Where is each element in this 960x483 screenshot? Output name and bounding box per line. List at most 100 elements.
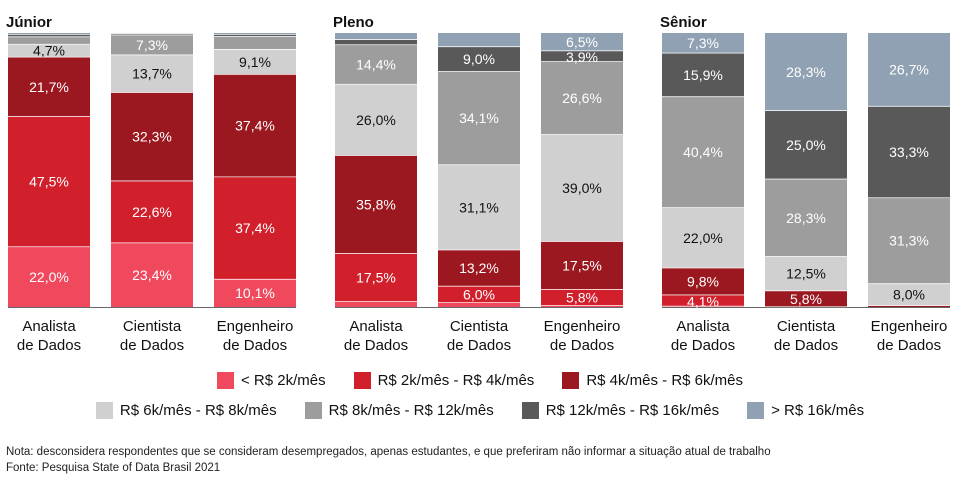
legend-swatch xyxy=(747,402,765,419)
data-label: 26,7% xyxy=(889,62,929,78)
bar-segment xyxy=(868,33,950,107)
bar-segment xyxy=(541,289,623,306)
category-label: de Dados xyxy=(447,337,511,354)
legend-label: R$ 2k/mês - R$ 4k/mês xyxy=(377,372,535,389)
data-label: 33,3% xyxy=(889,144,929,160)
bar-segment xyxy=(765,256,847,291)
bar-segment xyxy=(111,242,193,307)
data-label: 40,4% xyxy=(683,144,723,160)
data-label: 13,2% xyxy=(459,260,499,276)
data-label: 4,1% xyxy=(687,294,719,310)
bar-segment xyxy=(335,253,417,302)
category-label: Cientista xyxy=(777,318,836,335)
category-label: de Dados xyxy=(774,337,838,354)
category-label: de Dados xyxy=(120,337,184,354)
data-label: 3,9% xyxy=(566,49,598,65)
data-label: 25,0% xyxy=(786,137,826,153)
bar-segment xyxy=(8,44,90,58)
data-label: 35,8% xyxy=(356,197,396,213)
legend-swatch xyxy=(353,372,371,389)
bar-segment xyxy=(765,179,847,257)
bar-segment xyxy=(662,294,744,307)
bar-segment xyxy=(765,110,847,180)
legend-item-2k-4k: R$ 2k/mês - R$ 4k/mês xyxy=(353,372,535,389)
panel-title: Sênior xyxy=(660,14,707,31)
bar-segment xyxy=(8,246,90,307)
bar-segment xyxy=(214,36,296,50)
category-label: Analista xyxy=(349,318,403,335)
bar-segment xyxy=(214,34,296,37)
legend-swatch xyxy=(304,402,322,419)
stacked-bar-chart: Júnior 22,0% 47,5% 21,7% 4,7% Analista de Dado… xyxy=(6,14,950,354)
data-label: 28,3% xyxy=(786,64,826,80)
bar-segment xyxy=(8,33,90,35)
category-label: de Dados xyxy=(671,337,735,354)
category-label: de Dados xyxy=(17,337,81,354)
category-label: Cientista xyxy=(123,318,182,335)
legend-swatch xyxy=(216,372,234,389)
footnote: Nota: desconsidera respondentes que se c… xyxy=(6,446,771,458)
category-label: Engenheiro xyxy=(871,318,948,335)
bar-segment xyxy=(438,250,520,287)
bar-segment xyxy=(111,180,193,243)
category-label: Analista xyxy=(22,318,76,335)
bar-segment xyxy=(868,283,950,306)
data-label: 34,1% xyxy=(459,110,499,126)
bar-segment xyxy=(541,134,623,242)
data-label: 14,4% xyxy=(356,57,396,73)
legend-swatch xyxy=(562,372,580,389)
legend-item-gt-16k: > R$ 16k/mês xyxy=(747,402,864,419)
data-label: 22,0% xyxy=(683,230,723,246)
data-label: 32,3% xyxy=(132,129,172,145)
data-label: 39,0% xyxy=(562,180,602,196)
data-label: 47,5% xyxy=(29,174,69,190)
data-label: 6,0% xyxy=(463,286,495,302)
legend-item-6k-8k: R$ 6k/mês - R$ 8k/mês xyxy=(95,402,277,419)
legend-label: < R$ 2k/mês xyxy=(240,372,326,389)
category-label: de Dados xyxy=(344,337,408,354)
category-label: de Dados xyxy=(223,337,287,354)
legend-item-lt-2k: < R$ 2k/mês xyxy=(216,372,326,389)
bar-segment xyxy=(8,116,90,247)
bar-segment xyxy=(765,290,847,307)
bar-segment xyxy=(541,61,623,135)
bar-segment xyxy=(541,33,623,51)
bar-segment xyxy=(868,305,950,307)
data-label: 7,3% xyxy=(687,35,719,51)
bar-segment xyxy=(662,306,744,307)
bar-segment xyxy=(214,176,296,280)
bar-segment xyxy=(662,96,744,208)
legend-label: R$ 6k/mês - R$ 8k/mês xyxy=(119,402,277,419)
bar-segment xyxy=(335,33,417,40)
bar-segment xyxy=(662,268,744,295)
data-label: 26,0% xyxy=(356,112,396,128)
bar-segment xyxy=(541,241,623,290)
legend-swatch xyxy=(521,402,539,419)
data-label: 5,8% xyxy=(790,291,822,307)
legend-label: R$ 4k/mês - R$ 6k/mês xyxy=(586,372,744,389)
data-label: 7,3% xyxy=(136,37,168,53)
bar-segment xyxy=(438,302,520,307)
bar-segment xyxy=(438,46,520,72)
bar-segment xyxy=(8,36,90,45)
bar-segment xyxy=(335,44,417,85)
bar-segment xyxy=(335,155,417,254)
data-label: 8,0% xyxy=(893,287,925,303)
bar-segment xyxy=(868,106,950,198)
legend-label: > R$ 16k/mês xyxy=(771,402,865,419)
panel-title: Júnior xyxy=(6,14,52,31)
bar-segment xyxy=(541,50,623,62)
bar-segment xyxy=(662,53,744,97)
category-label: Analista xyxy=(676,318,730,335)
legend-label: R$ 12k/mês - R$ 16k/mês xyxy=(545,402,720,419)
data-label: 31,3% xyxy=(889,233,929,249)
legend-swatch xyxy=(95,402,113,419)
data-label: 17,5% xyxy=(356,270,396,286)
bar-segment xyxy=(214,74,296,177)
bar-segment xyxy=(111,92,193,181)
bar-segment xyxy=(541,305,623,307)
bar-segment xyxy=(438,286,520,303)
bar-segment xyxy=(8,34,90,37)
data-label: 6,5% xyxy=(566,34,598,50)
data-label: 17,5% xyxy=(562,257,602,273)
